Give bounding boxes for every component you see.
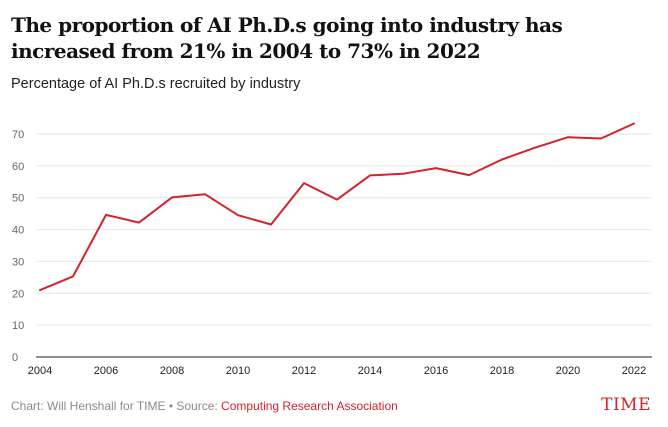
source-link[interactable]: Computing Research Association: [221, 399, 398, 413]
data-point-2009[interactable]: [201, 190, 209, 198]
data-point-2013[interactable]: [333, 196, 341, 204]
x-tick-label: 2006: [94, 365, 118, 377]
y-axis-ticks: 0 10 20 30 40 50 60 70: [12, 129, 24, 364]
series-line-industry: [39, 122, 635, 292]
data-point-2019[interactable]: [531, 144, 539, 152]
data-points: [36, 119, 638, 294]
data-point-2008[interactable]: [168, 193, 176, 201]
chart-footer: Chart: Will Henshall for TIME • Source: …: [11, 399, 398, 413]
footer-credit: Chart: Will Henshall for TIME • Source:: [11, 399, 222, 413]
data-point-2004[interactable]: [36, 286, 44, 294]
data-point-2007[interactable]: [135, 219, 143, 227]
data-point-2012[interactable]: [300, 179, 308, 187]
x-tick-label: 2008: [160, 365, 184, 377]
data-point-2016[interactable]: [432, 164, 440, 172]
time-logo[interactable]: TIME: [601, 395, 651, 415]
x-tick-label: 2022: [622, 365, 646, 377]
x-tick-label: 2004: [28, 365, 52, 377]
chart-subtitle: Percentage of AI Ph.D.s recruited by ind…: [11, 76, 301, 92]
y-tick-label: 60: [12, 161, 24, 173]
data-point-2015[interactable]: [399, 170, 407, 178]
x-tick-label: 2016: [424, 365, 448, 377]
data-point-2005[interactable]: [69, 272, 77, 280]
x-tick-label: 2010: [226, 365, 250, 377]
x-axis-ticks: 2004 2006 2008 2010 2012 2014 2016 2018 2020 2022: [28, 365, 646, 377]
x-tick-label: 2020: [556, 365, 580, 377]
x-tick-label: 2014: [358, 365, 382, 377]
data-point-2006[interactable]: [102, 211, 110, 219]
data-point-2011[interactable]: [267, 220, 275, 228]
x-tick-label: 2012: [292, 365, 316, 377]
data-point-2017[interactable]: [465, 171, 473, 179]
data-point-2014[interactable]: [366, 171, 374, 179]
x-tick-label: 2018: [490, 365, 514, 377]
y-tick-label: 10: [12, 320, 24, 332]
y-tick-label: 20: [12, 288, 24, 300]
data-point-2020[interactable]: [564, 133, 572, 141]
y-tick-label: 40: [12, 225, 24, 237]
data-point-2021[interactable]: [597, 134, 605, 142]
chart-title: The proportion of AI Ph.D.s going into i…: [11, 13, 563, 63]
y-tick-label: 50: [12, 193, 24, 205]
y-tick-label: 70: [12, 129, 24, 141]
data-point-2022[interactable]: [630, 119, 638, 127]
line-chart: 0 10 20 30 40 50 60 70 2004 2006 2008 2010 2012 2014…: [12, 119, 652, 377]
gridlines: [36, 133, 652, 326]
data-point-2018[interactable]: [498, 155, 506, 163]
y-tick-label: 30: [12, 256, 24, 268]
data-point-2010[interactable]: [234, 211, 242, 219]
y-tick-label: 0: [12, 352, 18, 364]
